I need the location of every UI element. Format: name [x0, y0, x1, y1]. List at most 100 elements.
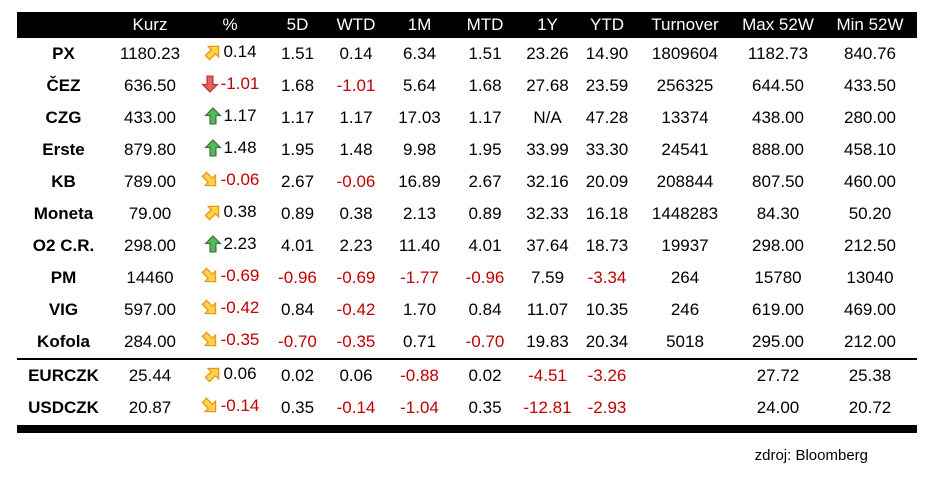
- cell-mtd: 0.35: [468, 398, 502, 417]
- cell-max52w: 888.00: [752, 140, 804, 159]
- cell-min52w: 20.72: [848, 398, 892, 417]
- cell-min52w: 212.00: [844, 332, 896, 351]
- cell-kurz: 25.44: [110, 358, 190, 392]
- cell-1m: -1.04: [400, 398, 439, 417]
- cell-pct: 2.23: [190, 230, 270, 262]
- cell-5d: 1.17: [280, 108, 315, 127]
- cell-min52w: 460.00: [844, 172, 896, 191]
- pct-value: 1.48: [223, 138, 257, 157]
- cell-max52w: 1182.73: [747, 44, 809, 63]
- cell-max52w: 84.30: [756, 204, 800, 223]
- cell-1y: 32.16: [526, 172, 569, 191]
- cell-wtd: -0.35: [336, 332, 376, 351]
- ticker-label: Kofola: [37, 332, 90, 351]
- arrow-down-right-icon: [201, 267, 220, 286]
- column-header: Max 52W: [733, 12, 823, 38]
- arrow-up-right-icon: [203, 365, 222, 384]
- cell-kurz: 597.00: [124, 300, 176, 319]
- cell-turnover: [637, 392, 733, 424]
- cell-kurz: 298.00: [124, 236, 176, 255]
- table-row: Kofola 284.00 -0.35 -0.70 -0.35 0.71 -0.…: [17, 326, 917, 359]
- cell-turnover: 19937: [661, 236, 709, 255]
- cell-max52w: 619.00: [752, 300, 804, 319]
- cell-pct: -0.14: [190, 392, 270, 424]
- pct-value: 0.06: [223, 364, 257, 383]
- table-row: PX 1180.23 0.14 1.51 0.14 6.34 1.51 23.2…: [17, 38, 917, 70]
- ticker-label: EURCZK: [17, 358, 110, 392]
- column-header: YTD: [577, 12, 637, 38]
- cell-turnover: 13374: [661, 108, 709, 127]
- cell-min52w: 433.50: [844, 76, 896, 95]
- cell-mtd: 1.68: [468, 76, 502, 95]
- cell-1y: 19.83: [526, 332, 569, 351]
- cell-kurz: 636.50: [124, 76, 176, 95]
- cell-1m: -1.77: [400, 268, 439, 287]
- cell-mtd: 1.17: [468, 108, 502, 127]
- cell-pct: 1.48: [190, 134, 270, 166]
- table-row: Moneta 79.00 0.38 0.89 0.38 2.13 0.89 32…: [17, 198, 917, 230]
- cell-1m: 5.64: [402, 76, 437, 95]
- cell-ytd: -3.26: [577, 358, 637, 392]
- cell-pct: -1.01: [190, 70, 270, 102]
- cell-min52w: 212.50: [844, 236, 896, 255]
- cell-max52w: 15780: [754, 268, 802, 287]
- cell-wtd: -0.14: [336, 398, 376, 417]
- cell-turnover: 256325: [656, 76, 714, 95]
- cell-5d: -0.70: [278, 332, 317, 351]
- cell-mtd: 0.84: [468, 300, 502, 319]
- cell-min52w: 280.00: [844, 108, 896, 127]
- cell-min52w: 840.76: [844, 44, 896, 63]
- ticker-label: PX: [52, 44, 75, 63]
- cell-wtd: 1.48: [339, 140, 373, 159]
- cell-wtd: -1.01: [336, 76, 376, 95]
- cell-ytd: -3.34: [587, 268, 627, 287]
- cell-wtd: 0.06: [325, 358, 387, 392]
- cell-ytd: 33.30: [585, 140, 629, 159]
- column-header: Min 52W: [823, 12, 917, 38]
- cell-min52w: 25.38: [823, 358, 917, 392]
- cell-1y: -4.51: [518, 358, 577, 392]
- table-row: Erste 879.80 1.48 1.95 1.48 9.98 1.95 33…: [17, 134, 917, 166]
- cell-5d: 4.01: [280, 236, 315, 255]
- cell-turnover: 208844: [656, 172, 714, 191]
- column-header: Turnover: [637, 12, 733, 38]
- cell-wtd: 1.17: [339, 108, 373, 127]
- arrow-down-icon: [201, 75, 220, 94]
- cell-pct: 0.38: [190, 198, 270, 230]
- pct-value: -1.01: [220, 74, 260, 93]
- cell-wtd: 0.38: [339, 204, 373, 223]
- ticker-label: CZG: [45, 108, 82, 127]
- cell-5d: 2.67: [280, 172, 315, 191]
- cell-max52w: 438.00: [752, 108, 804, 127]
- cell-ytd: 23.59: [585, 76, 629, 95]
- column-header: WTD: [325, 12, 387, 38]
- table-row: CZG 433.00 1.17 1.17 1.17 17.03 1.17 N/A…: [17, 102, 917, 134]
- cell-1y: -12.81: [523, 398, 572, 417]
- cell-5d: 0.02: [270, 358, 325, 392]
- column-header: 5D: [270, 12, 325, 38]
- cell-wtd: 0.14: [339, 44, 373, 63]
- cell-max52w: 24.00: [756, 398, 800, 417]
- column-header: MTD: [452, 12, 518, 38]
- cell-1m: 9.98: [402, 140, 437, 159]
- cell-1y: 11.07: [526, 300, 569, 319]
- cell-1m: 2.13: [402, 204, 437, 223]
- cell-5d: 1.95: [280, 140, 315, 159]
- cell-ytd: 18.73: [585, 236, 629, 255]
- cell-kurz: 1180.23: [119, 44, 181, 63]
- pct-value: -0.14: [220, 396, 260, 415]
- bottom-rule: [17, 425, 917, 433]
- arrow-up-right-icon: [203, 43, 222, 62]
- cell-mtd: 2.67: [468, 172, 502, 191]
- cell-5d: 0.35: [280, 398, 315, 417]
- cell-1y: 27.68: [526, 76, 569, 95]
- cell-1y: N/A: [533, 108, 562, 127]
- arrow-down-right-icon: [201, 397, 220, 416]
- cell-turnover: 24541: [661, 140, 709, 159]
- ticker-label: Erste: [42, 140, 85, 159]
- cell-1m: 0.71: [402, 332, 437, 351]
- ticker-label: USDCZK: [28, 398, 99, 417]
- cell-min52w: 50.20: [848, 204, 892, 223]
- cell-1m: 11.40: [398, 236, 441, 255]
- cell-5d: -0.96: [278, 268, 317, 287]
